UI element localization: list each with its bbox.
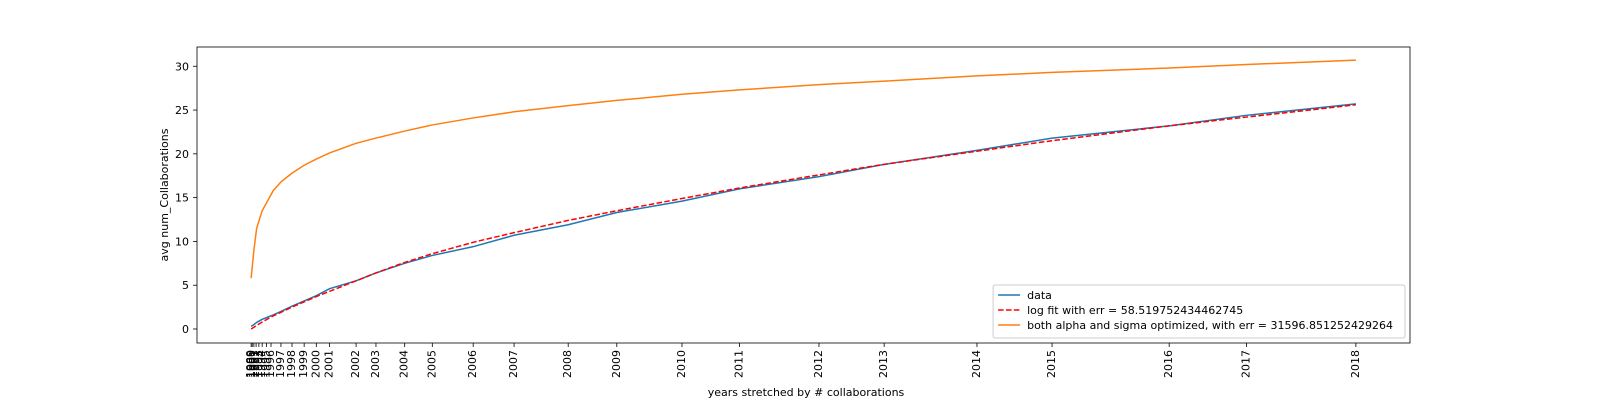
x-tick-label: 2017: [1239, 350, 1252, 378]
x-tick-label: 2018: [1349, 350, 1362, 378]
x-tick-label: 2006: [466, 350, 479, 378]
x-tick-label: 2008: [561, 350, 574, 378]
x-tick-label: 2010: [675, 350, 688, 378]
x-tick-label: 2002: [349, 350, 362, 378]
x-tick-label: 2016: [1162, 350, 1175, 378]
x-tick-label: 2013: [877, 350, 890, 378]
y-tick-label: 30: [175, 60, 189, 73]
legend-label: both alpha and sigma optimized, with err…: [1027, 319, 1393, 332]
x-tick-label: 2005: [425, 350, 438, 378]
y-tick-label: 0: [182, 323, 189, 336]
y-tick-label: 25: [175, 104, 189, 117]
x-tick-label: 1989: [244, 350, 257, 378]
plot-frame: [196, 46, 1411, 344]
y-tick-label: 20: [175, 148, 189, 161]
x-tick-label: 2012: [812, 350, 825, 378]
x-tick-label: 1992: [249, 350, 262, 378]
x-tick-label: 2015: [1045, 350, 1058, 378]
x-tick-label: 1993: [252, 350, 265, 378]
x-tick-label: 1991: [247, 350, 260, 378]
x-tick-label: 1990: [245, 350, 258, 378]
x-tick-label: 2007: [507, 350, 520, 378]
x-tick-label: 2000: [309, 350, 322, 378]
y-tick-label: 5: [182, 279, 189, 292]
x-tick-label: 1994: [255, 350, 268, 378]
line-series: [250, 59, 1356, 279]
line-series: [250, 104, 1356, 330]
legend-label: log fit with err = 58.519752434462745: [1027, 304, 1243, 317]
y-tick-label: 15: [175, 192, 189, 205]
x-tick-label: 2003: [369, 350, 382, 378]
x-tick-label: 1998: [285, 350, 298, 378]
x-tick-label: 1996: [264, 350, 277, 378]
x-tick-label: 1997: [274, 350, 287, 378]
x-tick-label: 2014: [970, 350, 983, 378]
legend: data log fit with err = 58.51975243446274…: [992, 284, 1406, 339]
y-axis-label: avg num_Collaborations: [158, 128, 171, 261]
legend-label: data: [1027, 289, 1052, 302]
x-tick-label: 1995: [260, 350, 273, 378]
x-tick-label: 2009: [610, 350, 623, 378]
x-tick-label: 2004: [398, 350, 411, 378]
x-tick-label: 1999: [297, 350, 310, 378]
x-tick-label: 2001: [323, 350, 336, 378]
y-tick-label: 10: [175, 235, 189, 248]
x-tick-label: 2011: [732, 350, 745, 378]
x-axis-label: years stretched by # collaborations: [708, 386, 905, 399]
legend-box: [992, 284, 1406, 339]
